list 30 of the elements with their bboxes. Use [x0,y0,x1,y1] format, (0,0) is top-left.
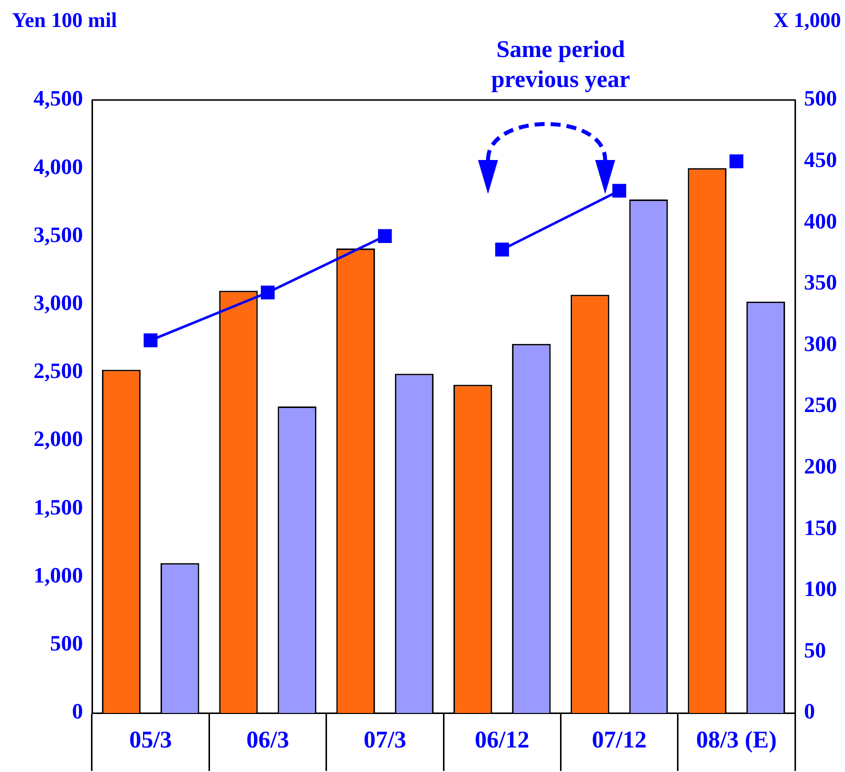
x-tick-label: 05/3 [129,728,172,754]
x-tick-label: 07/12 [592,728,647,754]
y2-axis-title: X 1,000 [773,8,841,33]
y-tick-label: 4,500 [34,86,83,111]
y2-tick-label: 150 [804,514,837,540]
y-tick-label: 500 [50,630,83,656]
y2-tick-label: 400 [804,208,837,234]
y-tick-label: 4,000 [34,154,83,179]
y2-tick-label: 450 [804,146,837,172]
y-tick-label: 1,500 [34,494,83,520]
x-tick-label: 07/3 [364,728,406,754]
x-tick-label: 06/12 [474,728,530,754]
y2-tick-label: 0 [804,698,815,724]
y-tick-label: 3,500 [34,222,83,247]
y-axis-title: Yen 100 mil [12,8,117,33]
y2-tick-label: 300 [804,330,837,356]
y2-tick-label: 350 [804,270,837,295]
y-tick-label: 2,000 [34,426,83,452]
x-tick-label: 08/3 (E) [696,728,777,754]
y-tick-label: 1,000 [34,562,83,588]
y2-tick-label: 250 [804,392,837,418]
y2-tick-label: 500 [804,86,837,111]
y2-tick-label: 100 [804,576,837,602]
y2-tick-label: 50 [804,637,826,662]
y-tick-label: 0 [72,698,83,724]
y-tick-label: 2,500 [34,358,83,384]
y-tick-label: 3,000 [34,290,83,316]
x-tick-label: 06/3 [246,728,290,754]
y2-tick-label: 200 [804,453,837,478]
text: Same period previous year [490,36,632,95]
